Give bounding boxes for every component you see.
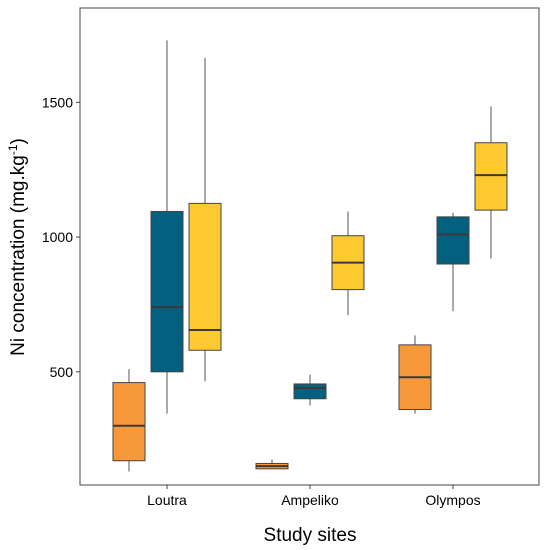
box-ampeliko-3 bbox=[331, 211, 365, 316]
x-tick-label: Loutra bbox=[147, 492, 187, 508]
box-ampeliko-1 bbox=[255, 459, 289, 470]
box-body bbox=[150, 210, 184, 373]
y-axis-title-main: Ni concentration (mg.kg bbox=[8, 155, 29, 356]
box-body bbox=[474, 142, 508, 211]
y-axis: 500 1000 1500 bbox=[42, 94, 80, 380]
box-olympos-2 bbox=[436, 212, 470, 312]
box-body bbox=[112, 382, 146, 462]
x-axis-title: Study sites bbox=[264, 525, 357, 546]
y-axis-title: Ni concentration (mg.kg-1) bbox=[6, 138, 29, 356]
plot-frame bbox=[79, 7, 540, 486]
box-loutra-3 bbox=[188, 57, 222, 382]
box-ampeliko-2 bbox=[293, 374, 327, 406]
box-layer bbox=[112, 40, 508, 472]
x-axis: Loutra Ampeliko Olympos bbox=[147, 485, 481, 508]
y-axis-title-superscript: -1 bbox=[6, 144, 20, 155]
y-axis-title-tail: ) bbox=[8, 138, 29, 144]
y-tick-label: 500 bbox=[50, 364, 74, 380]
box-loutra-1 bbox=[112, 369, 146, 472]
box-body bbox=[436, 216, 470, 265]
box-body bbox=[188, 202, 222, 351]
box-body bbox=[293, 383, 327, 400]
y-tick-label: 1000 bbox=[42, 229, 73, 245]
y-tick-label: 1500 bbox=[42, 94, 73, 110]
box-olympos-3 bbox=[474, 106, 508, 259]
box-loutra-2 bbox=[150, 40, 184, 414]
x-tick-label: Ampeliko bbox=[281, 492, 339, 508]
x-tick-label: Olympos bbox=[425, 492, 480, 508]
box-olympos-1 bbox=[398, 335, 432, 414]
